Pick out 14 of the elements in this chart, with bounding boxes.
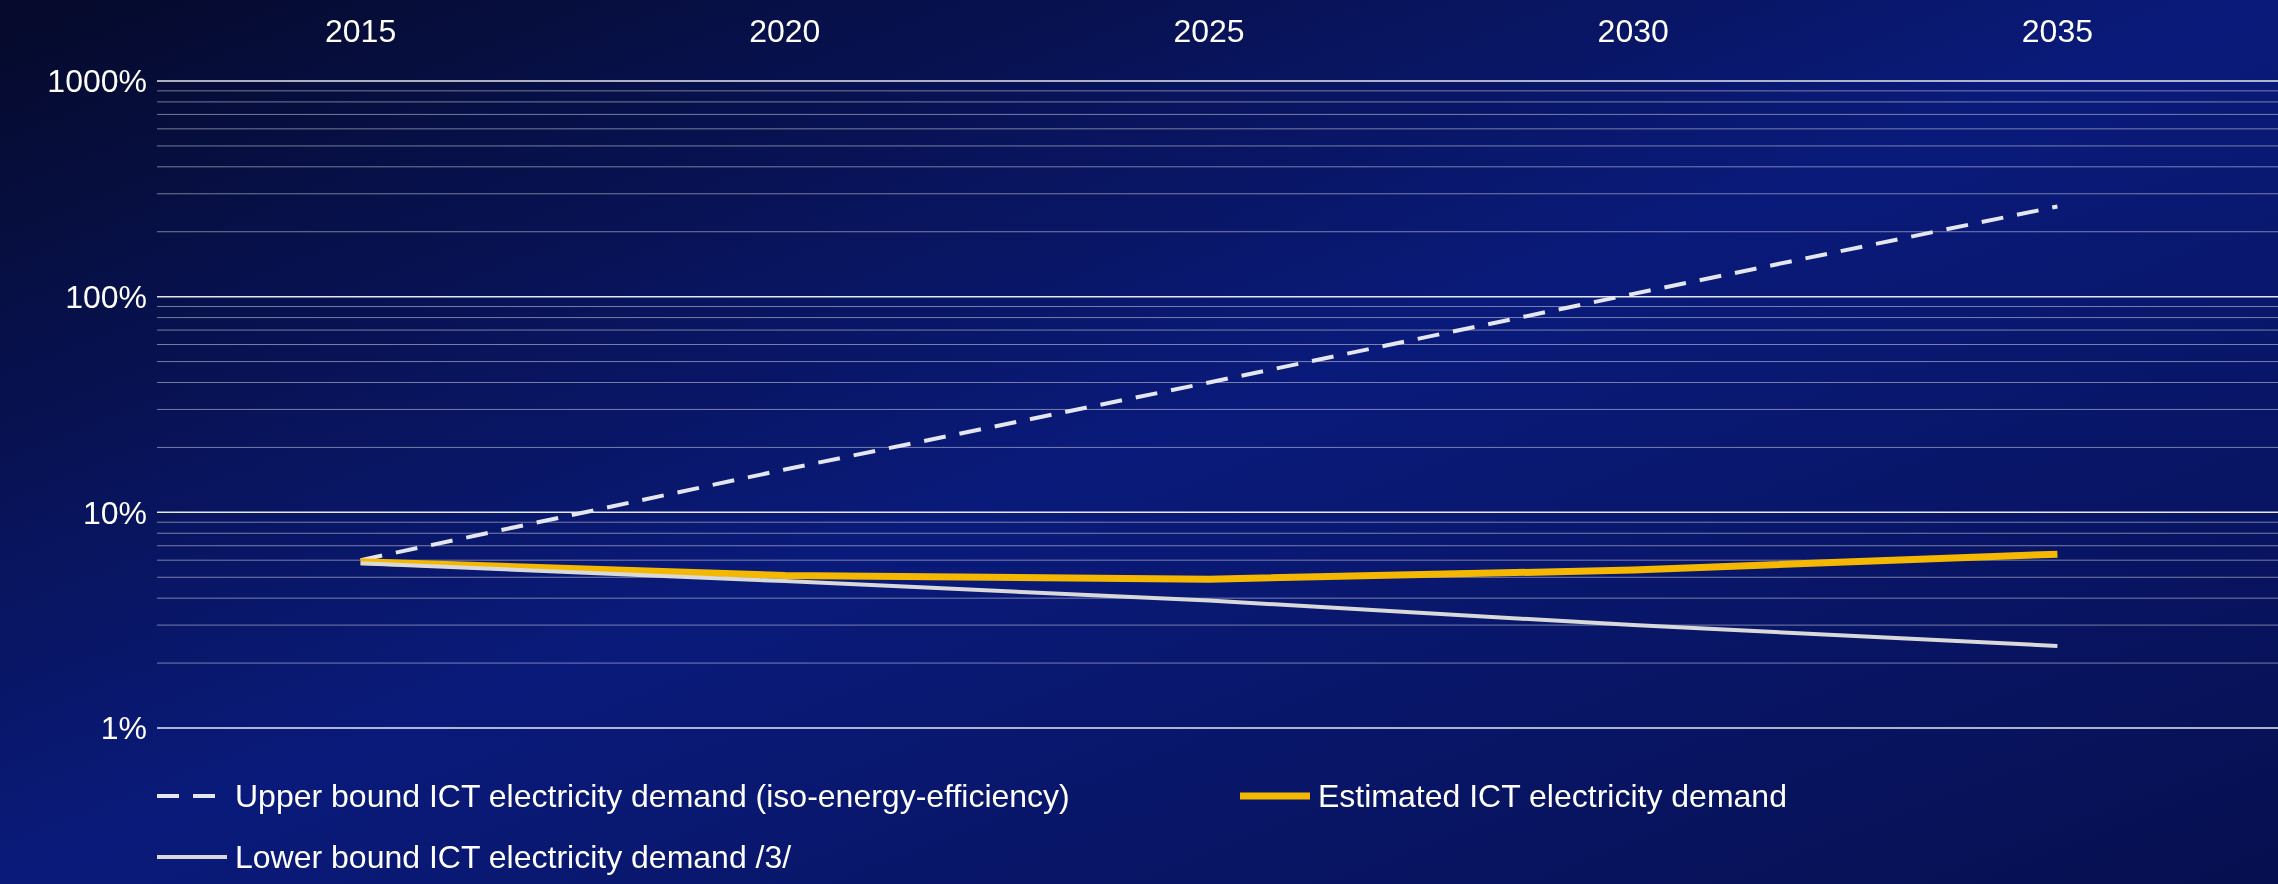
y-tick-label: 1% <box>100 710 147 747</box>
legend-label: Lower bound ICT electricity demand /3/ <box>235 839 792 876</box>
x-tick-label: 2020 <box>749 13 821 49</box>
y-tick-label: 10% <box>82 494 147 531</box>
x-tick-label: 2035 <box>2021 13 2094 49</box>
x-tick-label: 2015 <box>325 13 397 49</box>
x-tick-label: 2030 <box>1597 13 1669 49</box>
line-series <box>358 561 2060 648</box>
x-tick-label: 2025 <box>1173 13 1245 49</box>
y-tick-label: 100% <box>65 278 147 315</box>
y-tick-label: 1000% <box>47 63 147 100</box>
legend-label: Upper bound ICT electricity demand (iso-energy-efficiency) <box>235 778 1070 815</box>
legend-label: Estimated ICT electricity demand <box>1318 778 1787 815</box>
line-series <box>358 204 2060 563</box>
